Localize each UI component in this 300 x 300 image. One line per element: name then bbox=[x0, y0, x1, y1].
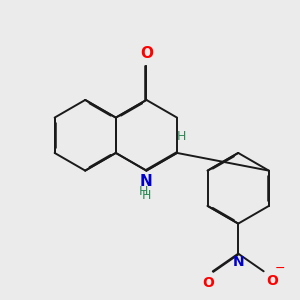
Text: O: O bbox=[267, 274, 278, 288]
Text: H: H bbox=[177, 130, 186, 142]
Text: −: − bbox=[274, 262, 285, 275]
Text: O: O bbox=[202, 276, 214, 290]
Text: H: H bbox=[142, 189, 151, 202]
Text: O: O bbox=[140, 46, 153, 61]
Text: H: H bbox=[139, 185, 148, 198]
Text: N: N bbox=[232, 255, 244, 269]
Text: N: N bbox=[140, 174, 153, 189]
